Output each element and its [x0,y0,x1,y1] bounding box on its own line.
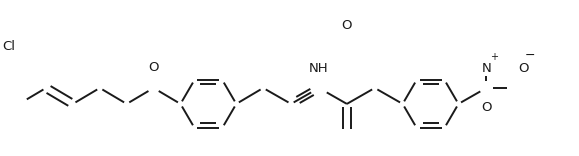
Text: O: O [148,61,159,74]
Text: O: O [518,61,529,75]
Text: −: − [525,49,536,62]
Text: +: + [490,52,499,62]
Text: Cl: Cl [2,40,15,53]
Text: O: O [481,101,492,114]
Text: NH: NH [309,61,329,75]
Text: N: N [482,61,491,75]
Text: O: O [342,19,352,32]
